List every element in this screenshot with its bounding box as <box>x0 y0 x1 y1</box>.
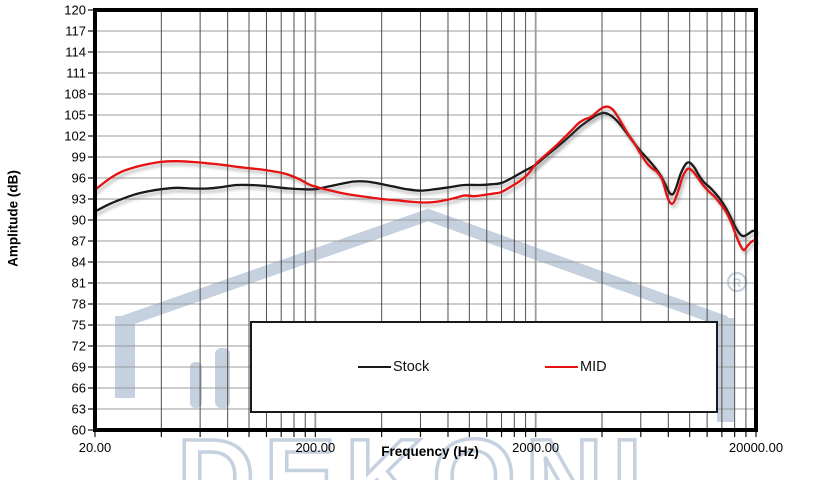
legend-item-stock: Stock <box>358 323 429 411</box>
watermark: R DEKONI <box>115 208 748 480</box>
svg-text:63: 63 <box>72 402 86 417</box>
svg-text:114: 114 <box>65 45 86 60</box>
svg-text:93: 93 <box>72 192 86 207</box>
svg-text:117: 117 <box>65 24 86 39</box>
svg-text:60: 60 <box>72 423 86 438</box>
x-tick-labels: 20.00 200.00 2000.00 20000.00 <box>79 440 783 455</box>
x-axis-title: Frequency (Hz) <box>381 444 479 459</box>
legend: Stock MID <box>250 321 718 413</box>
svg-text:75: 75 <box>72 318 86 333</box>
svg-text:20.00: 20.00 <box>79 440 112 455</box>
svg-text:200.00: 200.00 <box>295 440 335 455</box>
plot-border <box>93 8 758 432</box>
y-tick-labels: 120 117 114 111 108 105 102 99 96 93 90 87 84 81 78 75 7… <box>64 3 86 438</box>
legend-label-mid: MID <box>580 359 607 375</box>
svg-text:81: 81 <box>72 276 86 291</box>
svg-text:120: 120 <box>64 3 86 18</box>
svg-text:69: 69 <box>72 360 86 375</box>
legend-line-sample-mid <box>545 365 578 369</box>
svg-text:87: 87 <box>72 234 86 249</box>
svg-text:96: 96 <box>72 171 86 186</box>
legend-label-stock: Stock <box>393 359 430 375</box>
watermark-left-pillar <box>115 316 135 398</box>
svg-text:2000.00: 2000.00 <box>512 440 559 455</box>
svg-text:102: 102 <box>64 129 86 144</box>
svg-text:111: 111 <box>66 66 86 81</box>
watermark-right-pillar <box>717 318 734 422</box>
svg-text:105: 105 <box>64 108 86 123</box>
watermark-word: DEKONI <box>177 416 651 480</box>
watermark-eq-bar-icon <box>215 348 230 408</box>
watermark-eq-bar-icon <box>190 362 202 408</box>
legend-line-sample-stock <box>358 365 391 369</box>
y-axis-title: Amplitude (dB) <box>5 170 21 267</box>
series-mid <box>93 105 758 252</box>
tick-marks <box>88 9 757 437</box>
svg-text:99: 99 <box>72 150 86 165</box>
legend-item-mid: MID <box>545 323 607 411</box>
svg-text:84: 84 <box>72 255 86 270</box>
series-stock <box>93 111 758 238</box>
svg-text:78: 78 <box>72 297 86 312</box>
svg-text:20000.00: 20000.00 <box>729 440 783 455</box>
svg-text:90: 90 <box>72 213 86 228</box>
watermark-roof-icon <box>123 208 729 328</box>
svg-text:72: 72 <box>72 339 86 354</box>
svg-text:108: 108 <box>64 87 86 102</box>
svg-text:66: 66 <box>72 381 86 396</box>
